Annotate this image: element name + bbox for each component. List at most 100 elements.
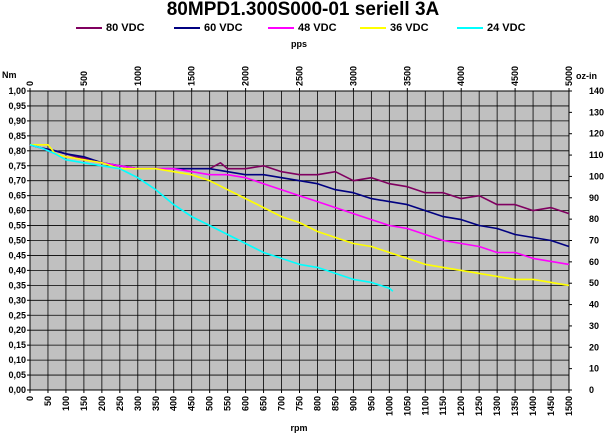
y-left-tick-label: 0,75 [8,161,26,171]
y-left-tick-label: 0,90 [8,116,26,126]
x-top-tick-label: 5000 [564,66,574,86]
y-axis-right-ticks: 0 10 20 30 40 50 60 70 80 90 100 110 120 130 140 [569,86,604,395]
x-bottom-tick-label: 550 [223,396,233,411]
legend-label-24vdc: 24 VDC [487,22,526,34]
y-left-tick-label: 0,85 [8,131,26,141]
y-right-tick-label: 140 [589,86,604,96]
x-top-tick-label: 1000 [133,66,143,86]
y-left-tick-label: 1,00 [8,86,26,96]
x-bottom-tick-label: 450 [187,396,197,411]
legend: 80 VDC 60 VDC 48 VDC 36 VDC 24 VDC [0,22,606,36]
x-bottom-tick-label: 950 [366,396,376,411]
x-bottom-tick-label: 600 [241,396,251,411]
chart-title: 80MPD1.300S000-01 seriell 3A [166,0,440,20]
legend-item-24vdc: 24 VDC [457,22,526,36]
x-bottom-tick-label: 1450 [546,396,556,416]
x-bottom-tick-label: 1200 [456,396,466,416]
x-bottom-tick-label: 300 [133,396,143,411]
y-left-tick-label: 0,35 [8,280,26,290]
x-bottom-tick-label: 750 [295,396,305,411]
y-left-tick-label: 0,45 [8,250,26,260]
y-right-tick-label: 70 [589,236,599,246]
series-line-36vdc [30,144,570,287]
x-bottom-tick-label: 50 [43,396,53,406]
x-top-tick-label: 3500 [402,66,412,86]
y-right-tick-label: 10 [589,364,599,374]
x-bottom-tick-label: 1100 [420,396,430,416]
y-left-tick-label: 0,95 [8,101,26,111]
x-bottom-tick-label: 200 [97,396,107,411]
x-bottom-tick-label: 700 [277,396,287,411]
series-line-24vdc [29,144,394,292]
x-axis-bottom-label: rpm [290,423,307,433]
legend-swatch-36vdc [360,27,386,30]
y-axis-left-label: Nm [2,70,17,80]
x-bottom-tick-label: 800 [312,396,322,411]
legend-item-60vdc: 60 VDC [174,22,243,36]
y-left-tick-label: 0,65 [8,191,26,201]
legend-label-60vdc: 60 VDC [204,22,243,34]
x-top-tick-label: 3000 [348,66,358,86]
x-top-tick-label: 2000 [241,66,251,86]
legend-item-80vdc: 80 VDC [76,22,145,36]
x-bottom-tick-label: 0 [25,396,35,401]
x-top-tick-label: 2500 [295,66,305,86]
series-lines [29,144,570,292]
legend-swatch-80vdc [76,27,102,30]
y-left-tick-label: 0,70 [8,176,26,186]
y-left-tick-label: 0,10 [8,355,26,365]
y-right-tick-label: 110 [589,150,604,160]
legend-item-48vdc: 48 VDC [268,22,337,36]
legend-swatch-60vdc [174,27,200,30]
y-axis-left-ticks: 0,00 0,05 0,10 0,15 0,20 0,25 0,30 0,35 0,40 0,45… [8,86,30,395]
y-left-tick-label: 0,00 [8,385,26,395]
y-right-tick-label: 60 [589,257,599,267]
x-bottom-tick-label: 650 [259,396,269,411]
x-bottom-tick-label: 1050 [402,396,412,416]
y-axis-right-label: oz-in [576,71,597,81]
y-right-tick-label: 120 [589,129,604,139]
y-left-tick-label: 0,05 [8,370,26,380]
y-right-tick-label: 0 [589,385,594,395]
x-bottom-tick-label: 350 [151,396,161,411]
legend-label-80vdc: 80 VDC [106,22,145,34]
y-right-tick-label: 30 [589,321,599,331]
x-top-tick-label: 1500 [187,66,197,86]
y-right-tick-label: 90 [589,193,599,203]
y-right-tick-label: 100 [589,171,604,181]
legend-label-36vdc: 36 VDC [390,22,429,34]
x-axis-top-label: pps [291,39,307,49]
y-right-tick-label: 130 [589,107,604,117]
y-right-tick-label: 50 [589,278,599,288]
y-left-tick-label: 0,55 [8,221,26,231]
x-bottom-tick-label: 1400 [528,396,538,416]
x-bottom-tick-label: 850 [330,396,340,411]
x-bottom-tick-label: 1300 [492,396,502,416]
y-left-tick-label: 0,15 [8,340,26,350]
x-top-tick-label: 4500 [510,66,520,86]
x-top-tick-label: 4000 [456,66,466,86]
x-top-tick-label: 0 [25,81,35,86]
x-bottom-tick-label: 900 [348,396,358,411]
y-left-tick-label: 0,60 [8,206,26,216]
x-bottom-tick-label: 1250 [474,396,484,416]
x-axis-bottom-ticks: 0 50 100 150 200 250 300 350 400 450 500 550 600 650 7… [25,390,574,416]
x-top-tick-label: 500 [79,71,89,86]
y-left-tick-label: 0,50 [8,236,26,246]
x-bottom-tick-label: 100 [61,396,71,411]
x-bottom-tick-label: 250 [115,396,125,411]
x-bottom-tick-label: 1350 [510,396,520,416]
y-left-tick-label: 0,30 [8,295,26,305]
y-left-tick-label: 0,40 [8,265,26,275]
legend-label-48vdc: 48 VDC [298,22,337,34]
x-bottom-tick-label: 1500 [564,396,574,416]
y-right-tick-label: 80 [589,214,599,224]
x-bottom-tick-label: 150 [79,396,89,411]
y-left-tick-label: 0,80 [8,146,26,156]
y-right-tick-label: 20 [589,342,599,352]
x-bottom-tick-label: 500 [205,396,215,411]
legend-swatch-48vdc [268,27,294,30]
x-bottom-tick-label: 1150 [438,396,448,416]
y-right-tick-label: 40 [589,300,599,310]
